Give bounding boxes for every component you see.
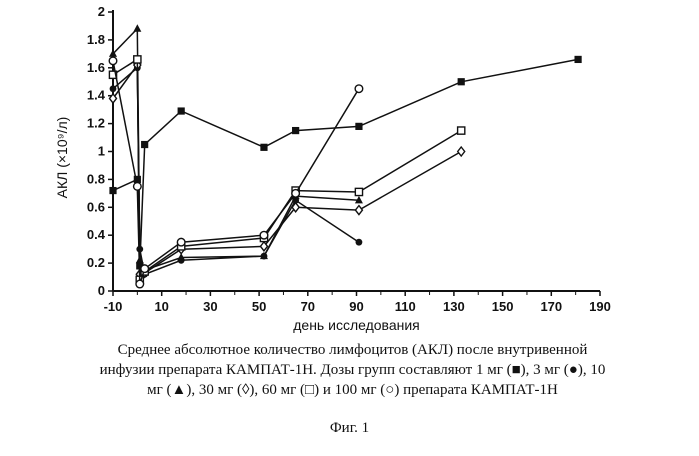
axes: 0 0.2 0.4 0.6 0.8 1 1.2 1.4 1.6 1.8 2 -10 10 30 50 70 90… [87, 4, 611, 314]
x-tick-label: 50 [252, 299, 266, 314]
circle-filled-marker [110, 85, 117, 92]
figure-label: Фиг. 1 [0, 420, 699, 437]
x-tick-label: 190 [589, 299, 611, 314]
y-axis-label: АКЛ (×10⁹/л) [54, 117, 70, 199]
series-line [113, 59, 461, 279]
y-tick-label: 0.6 [87, 199, 105, 214]
diamond-open-marker [355, 206, 362, 215]
square-open-marker [458, 127, 465, 134]
y-tick-label: 1.2 [87, 116, 105, 131]
x-tick-label: 70 [301, 299, 315, 314]
x-tick-label: 110 [395, 299, 416, 314]
x-tick-label: 170 [540, 299, 562, 314]
circle-open-marker [136, 280, 144, 288]
series-line [113, 61, 359, 284]
y-tick-label: 1.8 [87, 32, 105, 47]
diamond-open-marker [458, 147, 465, 156]
caption-line-2: инфузии препарата КАМПАТ-1Н. Дозы групп … [10, 360, 695, 380]
square-filled-marker [292, 127, 299, 134]
square-filled-marker [141, 141, 148, 148]
series-diamond-open [110, 61, 465, 279]
circle-open-marker [141, 265, 149, 273]
x-tick-label: 130 [443, 299, 465, 314]
y-tick-label: 1.4 [87, 88, 106, 103]
series-circle-filled [110, 64, 363, 277]
x-tick-label: 30 [203, 299, 217, 314]
square-filled-marker [355, 123, 362, 130]
y-tick-label: 0.2 [87, 255, 105, 270]
series-triangle-filled [109, 24, 363, 273]
x-tick-label: 150 [492, 299, 514, 314]
circle-filled-marker [356, 239, 363, 246]
circle-open-marker [292, 190, 300, 198]
triangle-filled-marker [133, 24, 141, 32]
x-tick-label: 90 [349, 299, 363, 314]
x-tick-label: 10 [154, 299, 168, 314]
series-circle-open [109, 57, 363, 288]
series-line [113, 59, 578, 266]
circle-open-marker [260, 231, 268, 239]
square-filled-marker [574, 56, 581, 63]
series-square-filled [109, 56, 581, 270]
circle-open-marker [355, 85, 363, 93]
square-open-marker [134, 56, 141, 63]
square-filled-marker [458, 78, 465, 85]
y-tick-label: 1.6 [87, 60, 105, 75]
y-tick-label: 1 [98, 144, 105, 159]
x-axis-label: день исследования [293, 317, 420, 333]
square-open-marker [355, 188, 362, 195]
caption-line-1: Среднее абсолютное количество лимфоцитов… [10, 340, 695, 360]
series-layer [109, 24, 582, 288]
square-filled-marker [109, 187, 116, 194]
y-tick-label: 0.4 [87, 227, 106, 242]
y-tick-label: 0.8 [87, 171, 105, 186]
x-tick-label: -10 [104, 299, 123, 314]
series-line [113, 65, 461, 274]
caption-line-3: мг (▲), 30 мг (◊), 60 мг (□) и 100 мг (○… [10, 380, 695, 400]
circle-open-marker [134, 183, 142, 191]
y-tick-label: 0 [98, 283, 105, 298]
square-filled-marker [178, 107, 185, 114]
series-square-open [109, 56, 464, 284]
square-filled-marker [260, 144, 267, 151]
circle-open-marker [177, 238, 185, 246]
circle-open-marker [109, 57, 117, 65]
lymphocyte-count-chart: 0 0.2 0.4 0.6 0.8 1 1.2 1.4 1.6 1.8 2 -10 10 30 50 70 90… [0, 0, 699, 340]
figure-caption: Среднее абсолютное количество лимфоцитов… [10, 340, 695, 400]
series-line [113, 68, 359, 274]
y-tick-label: 2 [98, 4, 105, 19]
